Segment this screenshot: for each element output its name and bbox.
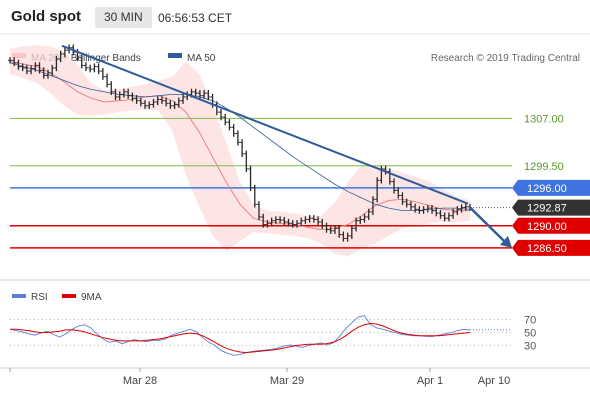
chart-header: Gold spot 30 MIN 06:56:53 CET bbox=[0, 0, 590, 34]
trendline bbox=[61, 44, 469, 205]
time-label-3: Apr 10 bbox=[478, 375, 510, 387]
level-label-1286.50: 1286.50 bbox=[527, 243, 567, 255]
last-price-tag bbox=[512, 199, 590, 216]
rsi-tick-50: 50 bbox=[524, 328, 536, 340]
level-label-1296.00: 1296.00 bbox=[527, 183, 567, 195]
rsi-legend-label: RSI bbox=[31, 292, 48, 303]
ma20-line bbox=[9, 61, 470, 231]
level-label-1307.00: 1307.00 bbox=[524, 113, 564, 125]
instrument-title: Gold spot bbox=[11, 8, 81, 25]
time-label-2: Apr 1 bbox=[417, 375, 443, 387]
rsi-tick-30: 30 bbox=[524, 341, 536, 353]
ma50-legend-label: MA 50 bbox=[187, 53, 216, 64]
level-label-1299.50: 1299.50 bbox=[524, 161, 564, 173]
timeframe-button[interactable]: 30 MIN bbox=[95, 7, 152, 28]
ma9-legend-swatch bbox=[62, 294, 76, 298]
ma9-legend-label: 9MA bbox=[81, 292, 102, 303]
ma20-legend-label: MA 20 + Bollinger Bands bbox=[31, 53, 141, 64]
ma50-line bbox=[9, 62, 471, 212]
level-tag-1290.00 bbox=[512, 217, 590, 234]
rsi-series-9MA bbox=[10, 322, 471, 354]
rsi-series-RSI bbox=[9, 315, 471, 356]
last-price-label: 1292.87 bbox=[527, 203, 567, 215]
time-label-1: Mar 29 bbox=[270, 375, 304, 387]
level-label-1290.00: 1290.00 bbox=[527, 221, 567, 233]
level-tag-1286.50 bbox=[512, 239, 590, 256]
credit-text: Research © 2019 Trading Central bbox=[431, 53, 580, 64]
rsi-legend-swatch bbox=[12, 294, 26, 298]
rsi-tick-70: 70 bbox=[524, 315, 536, 327]
projection-arrow-head bbox=[500, 235, 512, 248]
ma50-legend-swatch bbox=[168, 53, 182, 58]
level-tag-1296.00 bbox=[512, 179, 590, 196]
time-label-0: Mar 28 bbox=[123, 375, 157, 387]
bollinger-band-area bbox=[10, 45, 470, 257]
clock-readout: 06:56:53 CET bbox=[158, 11, 233, 25]
projection-arrow-line bbox=[469, 206, 508, 245]
